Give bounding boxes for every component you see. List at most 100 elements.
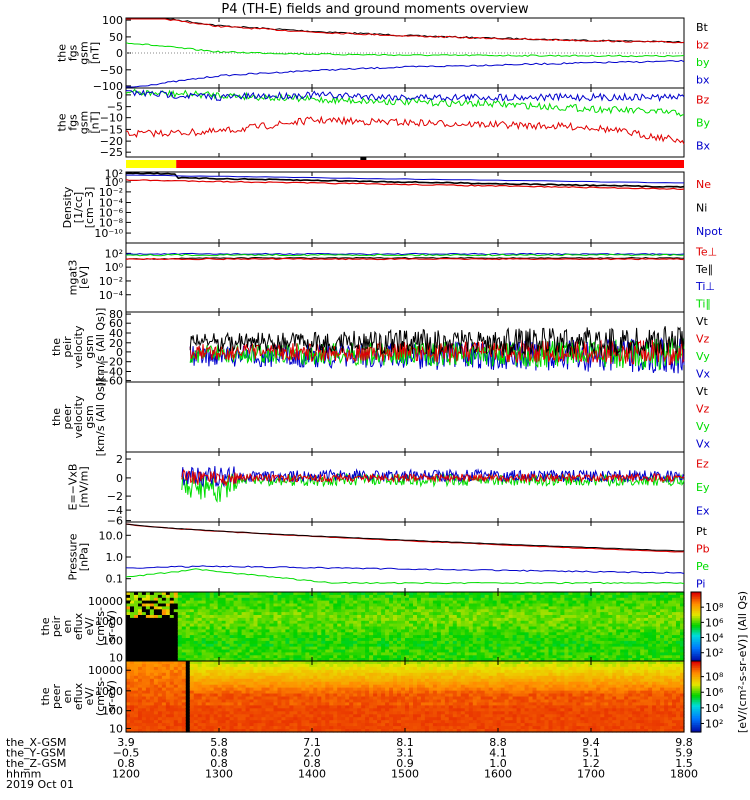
spectrogram-cell xyxy=(301,675,306,680)
spectrogram-cell xyxy=(353,612,358,616)
spectrogram-cell xyxy=(512,620,518,625)
spectrogram-cell xyxy=(361,629,366,633)
spectrogram-cell xyxy=(329,729,334,733)
spectrogram-cell xyxy=(177,678,183,683)
spectrogram-cell xyxy=(369,597,374,602)
spectrogram-cell xyxy=(201,646,207,651)
spectrogram-cell xyxy=(201,661,207,665)
spectrogram-cell xyxy=(460,649,466,653)
spectrogram-cell xyxy=(285,666,290,671)
spectrogram-cell xyxy=(628,623,633,628)
spectrogram-cell xyxy=(277,672,283,677)
spectrogram-cell xyxy=(580,655,585,659)
spectrogram-cell xyxy=(241,678,247,683)
spectrogram-cell xyxy=(301,672,306,677)
spectrogram-cell xyxy=(237,632,243,636)
spectrogram-cell xyxy=(349,606,354,610)
spectrogram-cell xyxy=(257,720,263,724)
spectrogram-cell xyxy=(317,726,322,730)
spectrogram-cell xyxy=(141,690,147,695)
spectrogram-cell xyxy=(213,684,219,689)
spectrogram-cell xyxy=(341,617,346,622)
spectrogram-cell xyxy=(628,600,633,605)
spectrogram-cell xyxy=(341,632,346,636)
spectrogram-cell xyxy=(560,629,565,633)
spectrogram-cell xyxy=(153,672,159,677)
spectrogram-cell xyxy=(265,615,271,619)
spectrogram-cell xyxy=(185,603,191,607)
spectrogram-cell xyxy=(130,658,135,662)
spectrogram-cell xyxy=(161,658,167,662)
spectrogram-cell xyxy=(265,632,271,636)
spectrogram-cell xyxy=(217,690,223,695)
spectrogram-cell xyxy=(297,615,302,619)
spectrogram-cell xyxy=(213,658,219,662)
spectrogram-cell xyxy=(225,687,231,692)
spectrogram-cell xyxy=(668,655,673,659)
spectrogram-cell xyxy=(213,708,219,712)
spectrogram-cell xyxy=(177,669,183,674)
spectrogram-cell xyxy=(397,640,402,645)
spectrogram-cell xyxy=(130,714,135,718)
spectrogram-cell xyxy=(337,661,342,665)
spectrogram-cell xyxy=(301,643,306,648)
spectrogram-cell xyxy=(448,626,454,630)
spectrogram-cell xyxy=(138,711,143,715)
spectrogram-cell xyxy=(604,615,609,619)
spectrogram-cell xyxy=(281,632,286,636)
spectrogram-cell xyxy=(385,597,390,602)
spectrogram-cell xyxy=(524,643,530,648)
spectrogram-cell xyxy=(644,594,649,599)
spectrogram-cell xyxy=(189,661,195,665)
spectrogram-cell xyxy=(496,652,502,656)
spectrogram-cell xyxy=(640,600,645,605)
spectrogram-cell xyxy=(660,615,665,619)
spectrogram-cell xyxy=(161,600,167,605)
spectrogram-cell xyxy=(209,658,215,662)
spectrogram-cell xyxy=(345,723,350,727)
spectrogram-cell xyxy=(628,658,633,662)
spectrogram-cell xyxy=(301,658,306,662)
spectrogram-cell xyxy=(524,640,530,645)
spectrogram-cell xyxy=(536,603,542,607)
spectrogram-cell xyxy=(436,632,442,636)
spectrogram-cell xyxy=(337,594,342,599)
spectrogram-cell xyxy=(193,658,199,662)
y-axis-label: Density[1/cc][cm−3] xyxy=(61,186,96,228)
spectrogram-cell xyxy=(676,592,681,596)
spectrogram-cell xyxy=(420,638,426,642)
spectrogram-cell xyxy=(341,702,346,706)
spectrogram-cell xyxy=(393,626,398,630)
spectrogram-cell xyxy=(185,696,191,701)
spectrogram-cell xyxy=(181,603,187,607)
spectrogram-cell xyxy=(424,626,430,630)
series-by xyxy=(125,42,685,58)
spectrogram-cell xyxy=(309,669,314,674)
spectrogram-cell xyxy=(652,603,657,607)
spectrogram-cell xyxy=(173,652,179,656)
spectrogram-cell xyxy=(138,684,143,689)
spectrogram-cell xyxy=(476,594,482,599)
spectrogram-cell xyxy=(460,606,466,610)
spectrogram-cell xyxy=(173,617,179,622)
spectrogram-cell xyxy=(237,672,243,677)
spectrogram-cell xyxy=(130,675,135,680)
spectrogram-cell xyxy=(385,606,390,610)
spectrogram-cell xyxy=(616,615,621,619)
spectrogram-cell xyxy=(528,643,534,648)
spectrogram-cell xyxy=(161,669,167,674)
spectrogram-cell xyxy=(149,646,155,651)
spectrogram-cell xyxy=(341,705,346,709)
spectrogram-cell xyxy=(213,672,219,677)
spectrogram-cell xyxy=(213,711,219,715)
spectrogram-cell xyxy=(365,626,370,630)
spectrogram-cell xyxy=(345,664,350,668)
spectrogram-cell xyxy=(424,594,430,599)
spectrogram-cell xyxy=(345,693,350,698)
spectrogram-cell xyxy=(209,597,215,602)
spectrogram-cell xyxy=(265,693,271,698)
spectrogram-cell xyxy=(632,615,637,619)
spectrogram-cell xyxy=(452,649,458,653)
spectrogram-cell xyxy=(221,620,227,625)
spectrogram-cell xyxy=(253,658,259,662)
